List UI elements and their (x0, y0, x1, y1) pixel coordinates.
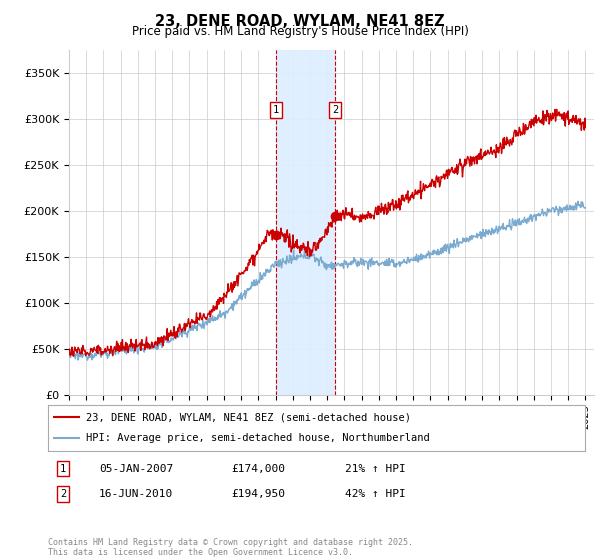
Text: 2: 2 (332, 105, 338, 115)
Text: 2: 2 (60, 489, 66, 499)
Text: HPI: Average price, semi-detached house, Northumberland: HPI: Average price, semi-detached house,… (86, 433, 430, 444)
Text: 23, DENE ROAD, WYLAM, NE41 8EZ: 23, DENE ROAD, WYLAM, NE41 8EZ (155, 14, 445, 29)
Text: 42% ↑ HPI: 42% ↑ HPI (345, 489, 406, 499)
Text: £174,000: £174,000 (231, 464, 285, 474)
Text: 1: 1 (60, 464, 66, 474)
Text: 16-JUN-2010: 16-JUN-2010 (99, 489, 173, 499)
Text: £194,950: £194,950 (231, 489, 285, 499)
Text: Contains HM Land Registry data © Crown copyright and database right 2025.
This d: Contains HM Land Registry data © Crown c… (48, 538, 413, 557)
Text: Price paid vs. HM Land Registry's House Price Index (HPI): Price paid vs. HM Land Registry's House … (131, 25, 469, 38)
Bar (276, 50, 335, 395)
Text: 21% ↑ HPI: 21% ↑ HPI (345, 464, 406, 474)
Text: 23, DENE ROAD, WYLAM, NE41 8EZ (semi-detached house): 23, DENE ROAD, WYLAM, NE41 8EZ (semi-det… (86, 412, 410, 422)
Text: 1: 1 (273, 105, 279, 115)
Text: 05-JAN-2007: 05-JAN-2007 (99, 464, 173, 474)
